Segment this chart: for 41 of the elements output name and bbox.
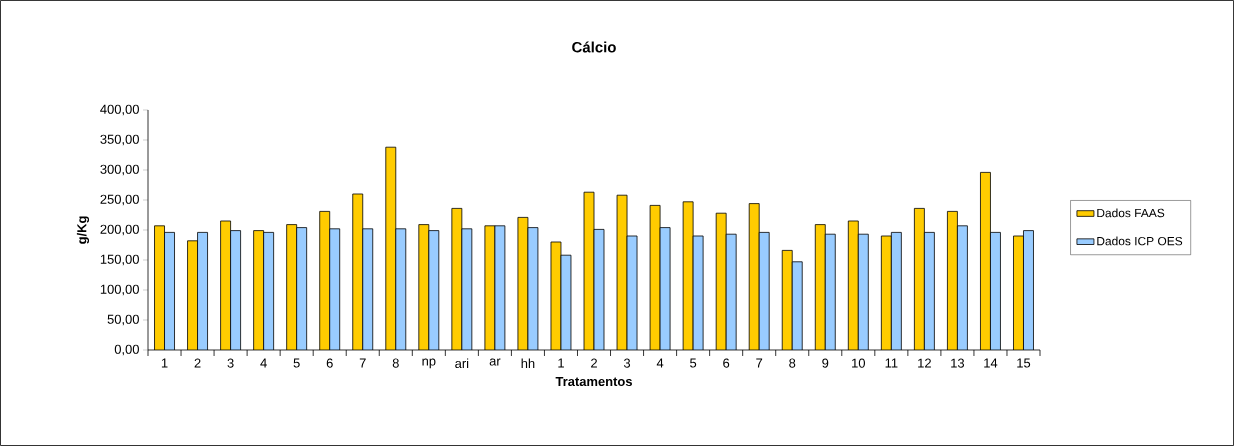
x-tick-label: 4 — [656, 358, 664, 368]
x-tick-label: 8 — [789, 358, 796, 368]
x-tick-label: 5 — [293, 358, 300, 368]
x-tick-label: 4 — [260, 358, 267, 368]
x-tick-label: 13 — [951, 358, 965, 368]
y-axis-title: g/Kg — [76, 216, 90, 244]
x-tick-label: 1 — [558, 358, 564, 368]
y-tick-label: 350,00 — [100, 134, 139, 146]
x-axis-title: Tratamentos — [555, 377, 632, 387]
x-tick-label: 2 — [591, 358, 597, 368]
y-tick-label: 0,00 — [114, 344, 139, 356]
x-tick-label: ar — [489, 358, 501, 366]
x-tick-label: hh — [521, 358, 535, 368]
x-tick-label: 11 — [885, 358, 898, 368]
x-tick-label: ari — [455, 358, 469, 369]
x-tick-label: 5 — [690, 358, 697, 368]
x-tick-label: 12 — [918, 358, 931, 368]
y-tick-label: 400,00 — [100, 104, 139, 116]
x-tick-label: 7 — [359, 358, 366, 368]
x-tick-label: 3 — [623, 358, 631, 368]
x-tick-label: 9 — [822, 358, 829, 368]
y-tick-label: 100,00 — [100, 284, 139, 296]
x-tick-label: 6 — [723, 358, 730, 368]
y-tick-label: 50,00 — [107, 314, 139, 326]
x-tick-label: 8 — [392, 358, 399, 368]
x-tick-label: 7 — [756, 358, 763, 368]
x-tick-label: 15 — [1017, 358, 1031, 368]
x-tick-label: 10 — [852, 358, 866, 368]
legend-label: Dados FAAS — [1097, 208, 1165, 218]
x-tick-label: 3 — [227, 358, 234, 368]
y-tick-label: 300,00 — [100, 164, 139, 176]
legend-label: Dados ICP OES — [1097, 236, 1183, 246]
x-tick-label: 2 — [194, 358, 201, 368]
x-tick-label: 1 — [161, 358, 168, 368]
x-tick-label: 6 — [326, 358, 333, 368]
y-tick-label: 200,00 — [100, 224, 139, 236]
chart-title: Cálcio — [572, 41, 616, 53]
y-tick-label: 250,00 — [100, 194, 139, 206]
y-tick-label: 150,00 — [100, 254, 139, 266]
x-tick-label: np — [422, 358, 436, 369]
x-tick-label: 14 — [984, 358, 998, 368]
